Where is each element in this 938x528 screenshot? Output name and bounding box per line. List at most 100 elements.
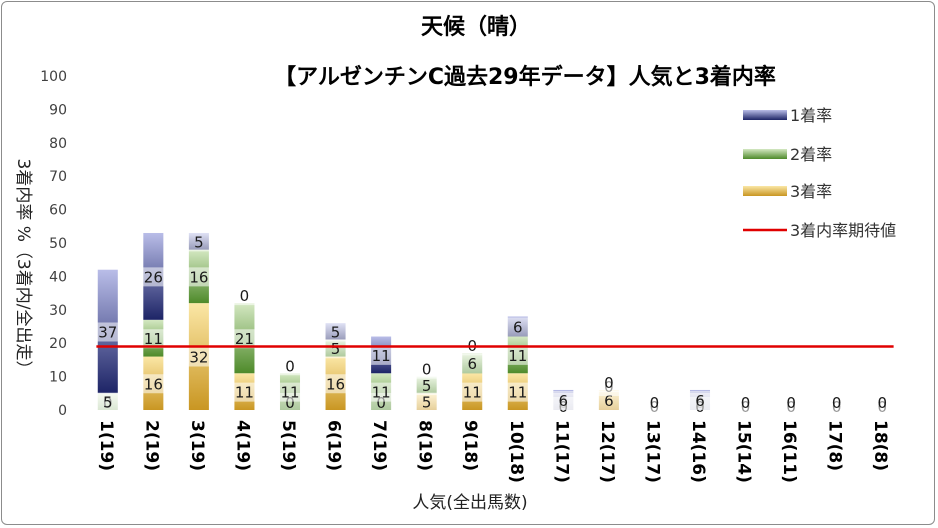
data-label-background [93,392,122,412]
chart-title: 天候（晴） [421,14,531,40]
data-label: 11 [508,384,527,402]
x-tick-label: 16(11) [779,420,799,483]
y-tick-label: 90 [49,102,67,118]
data-label: 11 [508,347,527,365]
data-label: 5 [103,394,113,412]
y-tick-label: 30 [49,303,67,319]
data-label: 5 [422,377,432,395]
data-label-background [731,393,760,412]
data-label-background [503,317,532,337]
y-tick-label: 10 [49,370,67,386]
data-label-background [412,392,441,412]
data-label-background [139,267,168,287]
data-label-background [367,382,396,402]
x-axis-ticks: 1(19) 2(19) 3(19) 4(19) 5(19) 6(19) 7(19) 8(19)… [96,420,890,483]
data-label-background [458,354,487,374]
data-label-background [503,345,532,365]
data-label-background [686,390,714,410]
data-label: 0 [422,361,432,379]
data-label-background [594,372,623,392]
legend-swatch [743,110,787,120]
data-label: 16 [189,268,208,286]
x-tick-label: 17(8) [825,420,845,471]
data-labels: 0537161126321651121001101655011115501160… [93,232,897,416]
legend-label: 1着率 [790,106,832,125]
x-tick-label: 1(19) [96,420,116,471]
data-label: 21 [235,330,254,348]
data-label-background [184,267,213,287]
x-tick-label: 12(17) [597,420,617,483]
data-label: 11 [372,384,391,402]
data-label: 6 [604,392,614,410]
data-label: 0 [741,394,751,412]
x-tick-label: 15(14) [734,420,754,483]
data-label: 11 [280,384,299,402]
x-tick-label: 7(19) [369,420,389,471]
y-tick-label: 60 [49,203,67,219]
y-tick-label: 50 [49,236,67,252]
data-label: 0 [240,287,250,305]
data-label: 11 [235,384,254,402]
x-tick-label: 2(19) [141,420,161,471]
data-label-background [321,339,350,359]
data-label-background [458,382,487,402]
data-label-background [868,393,897,412]
y-tick-label: 20 [49,336,67,352]
y-tick-label: 100 [40,69,67,85]
data-label: 11 [463,384,482,402]
x-tick-label: 13(17) [642,420,662,483]
data-label-background [367,345,396,365]
y-tick-label: 40 [49,269,67,285]
data-label-background [321,374,350,394]
data-label-background [230,382,259,402]
legend-label: 2着率 [790,145,832,164]
y-tick-label: 70 [49,169,67,185]
data-label-background [276,382,304,402]
x-tick-label: 8(19) [415,420,435,471]
data-label: 0 [285,357,295,375]
data-label-background [321,322,350,342]
data-label-background [276,356,304,376]
data-label: 5 [331,324,341,342]
data-label: 0 [376,394,386,412]
x-tick-label: 3(19) [187,420,207,471]
data-label: 5 [331,340,341,358]
data-label-background [640,393,669,412]
data-label: 0 [650,394,660,412]
data-label: 0 [786,394,796,412]
x-tick-label: 9(18) [460,420,480,471]
data-label: 0 [285,394,295,412]
data-label-background [412,359,441,379]
data-label-background [230,286,259,306]
data-label-background [184,347,213,367]
data-label: 11 [144,330,163,348]
data-label: 37 [98,324,117,342]
legend-swatch [743,186,787,196]
data-label: 0 [604,374,614,392]
data-label: 26 [144,268,163,286]
legend: 1着率 2着率 3着率 3着内率期待値 [743,106,896,240]
y-axis-ticks: 0 10 20 30 40 50 60 70 80 90 100 [40,69,67,419]
data-label-background [230,329,259,349]
data-label: 0 [877,394,887,412]
chart-subtitle: 【アルゼンチンC過去29年データ】人気と3着内率 [274,64,776,90]
legend-label: 3着率 [790,182,832,201]
data-label-background [93,322,122,342]
data-label-background [777,393,806,412]
x-tick-label: 18(8) [870,420,890,471]
x-tick-label: 11(17) [551,420,571,483]
data-label-background [412,375,441,395]
x-tick-label: 4(19) [232,420,252,471]
x-tick-label: 6(19) [324,420,344,471]
data-label: 6 [513,319,523,337]
data-label: 16 [326,375,345,393]
data-label: 5 [422,394,432,412]
y-axis-title: 3着内率 %（3着内/全出走） [13,159,33,378]
data-label: 6 [695,392,705,410]
data-label: 6 [559,392,569,410]
y-tick-label: 80 [49,136,67,152]
data-label: 6 [467,355,477,373]
